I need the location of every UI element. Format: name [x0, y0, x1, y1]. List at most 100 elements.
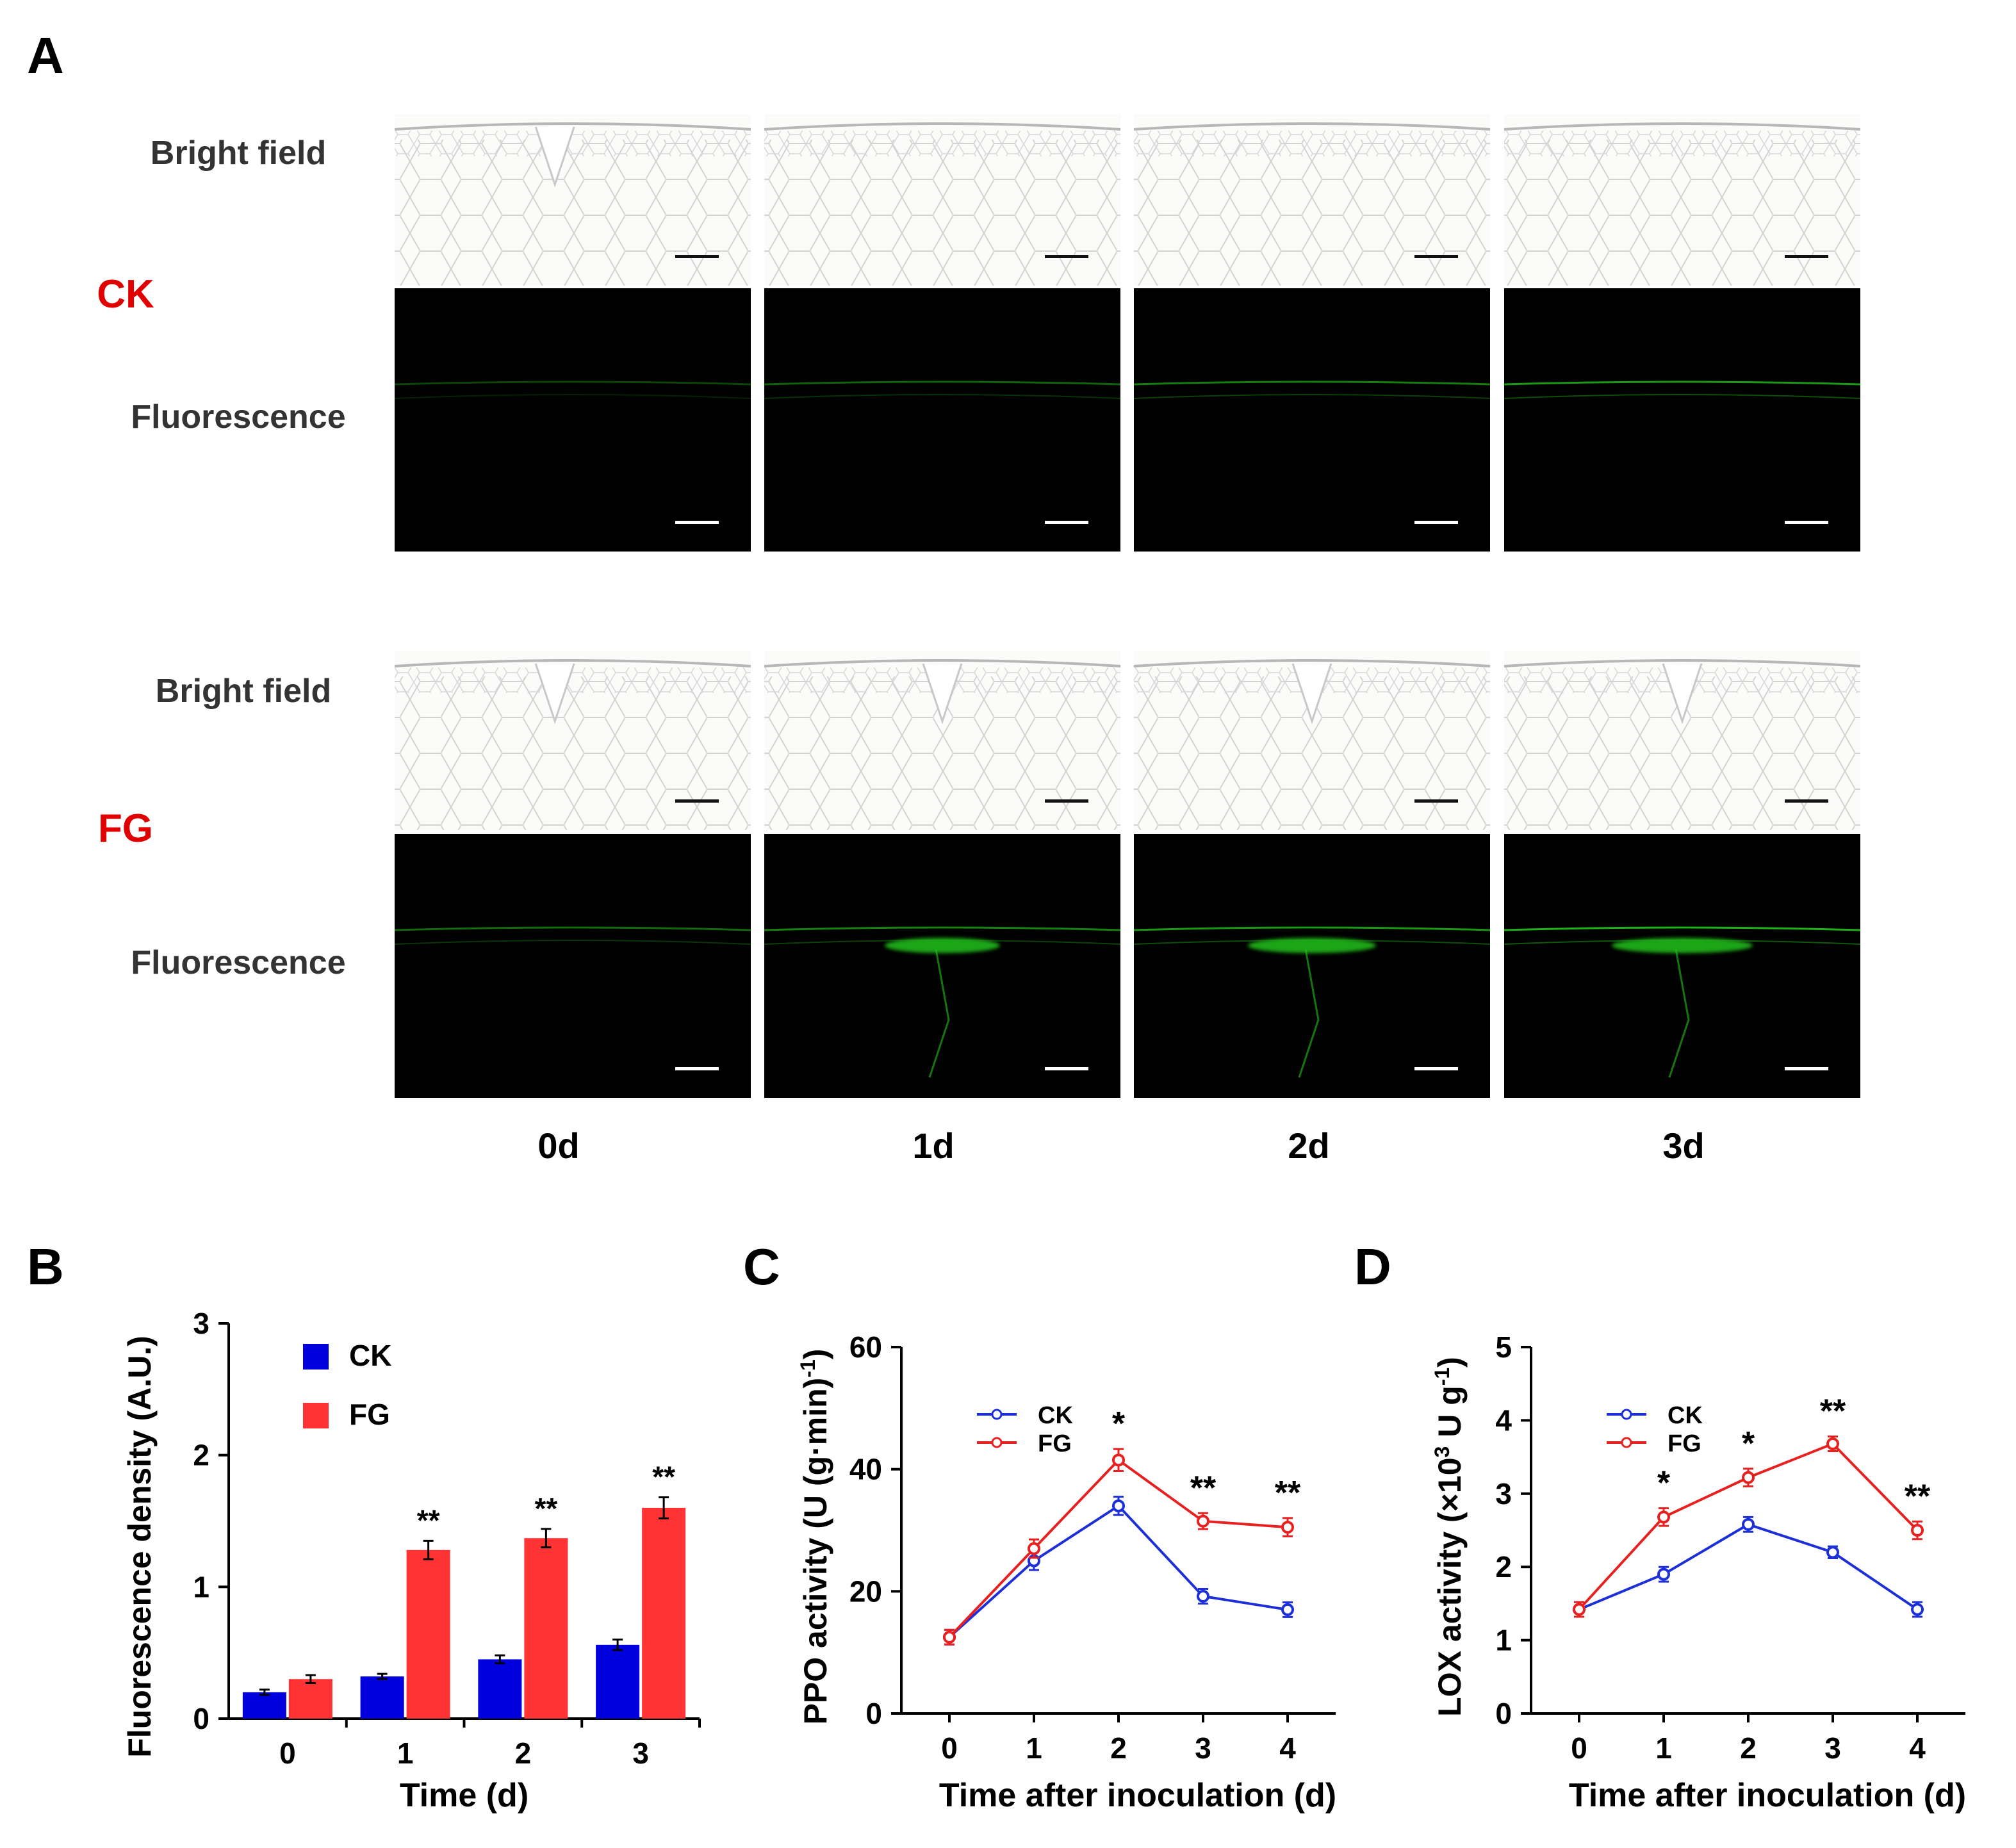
significance-annotation: * — [1112, 1405, 1126, 1443]
bar-fg-1 — [406, 1550, 450, 1719]
y-tick-label: 20 — [849, 1574, 882, 1608]
legend-swatch-fg — [303, 1403, 329, 1428]
micrograph-ck-fluor-3d — [1504, 288, 1861, 552]
x-tick-label: 2 — [1110, 1731, 1127, 1765]
bar-ck-3 — [596, 1644, 640, 1719]
data-point-fg — [943, 1630, 956, 1644]
data-point-fg — [1281, 1521, 1294, 1534]
scale-bar — [1414, 799, 1458, 803]
micrograph-ck-bright-0d — [394, 114, 751, 286]
y-tick-label: 2 — [1495, 1550, 1512, 1583]
surface-line — [1133, 122, 1491, 131]
surface-line — [764, 122, 1121, 131]
micrograph-fg-fluor-2d — [1133, 834, 1491, 1098]
wound-mark — [1291, 663, 1332, 724]
epidermis-texture — [764, 131, 1120, 156]
micrograph-ck-bright-1d — [764, 114, 1121, 286]
data-point-ck — [1826, 1546, 1839, 1559]
scale-bar — [1414, 255, 1458, 258]
x-tick-label: 1 — [1026, 1731, 1042, 1765]
micrograph-fg-fluor-0d — [394, 834, 751, 1098]
fluorescent-subsurface — [394, 394, 751, 399]
data-point-fg — [1911, 1524, 1924, 1537]
lesion-fluorescence — [1612, 938, 1753, 953]
micrograph-fg-bright-3d — [1504, 651, 1861, 830]
significance-annotation: ** — [1275, 1475, 1301, 1512]
fluorescent-subsurface — [1133, 394, 1491, 399]
surface-line — [394, 122, 751, 131]
epidermis-texture — [395, 667, 751, 693]
y-tick-label: 1 — [1495, 1624, 1512, 1657]
data-point-fg — [1742, 1471, 1755, 1484]
significance-annotation: ** — [417, 1503, 440, 1537]
scale-bar — [1785, 1067, 1828, 1070]
y-tick-label: 3 — [193, 1307, 209, 1340]
x-tick-label: 1 — [397, 1737, 414, 1770]
micrograph-ck-fluor-0d — [394, 288, 751, 552]
fluorescence-background — [395, 288, 751, 552]
scale-bar — [675, 1067, 719, 1070]
micrograph-ck-fluor-2d — [1133, 288, 1491, 552]
y-tick-label: 0 — [865, 1697, 882, 1730]
y-tick-label: 0 — [1495, 1697, 1512, 1730]
cell-texture — [395, 676, 751, 830]
significance-annotation: * — [1742, 1425, 1755, 1462]
fluorescence-background — [764, 288, 1120, 552]
micrograph-fg-fluor-1d — [764, 834, 1121, 1098]
micrograph-grid — [394, 114, 1861, 1098]
series-line-ck — [948, 1504, 1288, 1639]
surface-line — [1504, 122, 1861, 131]
panel-letter-b: B — [27, 1238, 64, 1295]
fluorescence-background — [1504, 288, 1860, 552]
fluorescent-subsurface — [394, 940, 751, 945]
significance-annotation: * — [1657, 1465, 1671, 1502]
series-line-fg — [948, 1458, 1288, 1639]
x-tick-label: 3 — [1824, 1731, 1841, 1765]
y-tick-label: 2 — [193, 1439, 209, 1472]
x-tick-label: 4 — [1909, 1731, 1926, 1765]
ck-bright-field-label: Bright field — [151, 135, 326, 172]
bar-ck-2 — [478, 1659, 522, 1719]
scale-bar — [675, 255, 719, 258]
bar-fg-2 — [524, 1538, 568, 1719]
data-point-ck — [1657, 1567, 1670, 1581]
x-tick-label: 0 — [941, 1731, 958, 1765]
fluorescent-surface — [1504, 380, 1861, 386]
infection-track — [1668, 949, 1690, 1078]
legend-marker-fg — [991, 1437, 1003, 1448]
data-point-fg — [1826, 1437, 1839, 1451]
ck-group-label: CK — [97, 272, 154, 316]
fluorescent-surface — [394, 380, 751, 386]
data-point-fg — [1112, 1453, 1125, 1467]
x-tick-label: 3 — [1195, 1731, 1211, 1765]
y-tick-label: 3 — [1495, 1477, 1512, 1510]
panel-letter-a: A — [27, 27, 64, 84]
error-bar — [305, 1674, 316, 1684]
fluorescence-background — [395, 834, 751, 1098]
fluorescent-surface — [394, 926, 751, 931]
scale-bar — [1785, 521, 1828, 524]
cell-texture — [395, 140, 751, 286]
micrograph-fg-bright-2d — [1133, 651, 1491, 830]
legend-marker-fg — [1621, 1437, 1632, 1448]
x-tick-label: 2 — [515, 1737, 532, 1770]
scale-bar — [1785, 799, 1828, 803]
data-point-ck — [1112, 1499, 1125, 1512]
y-tick-label: 40 — [849, 1453, 882, 1486]
scale-bar — [675, 799, 719, 803]
micrograph-fg-fluor-3d — [1504, 834, 1861, 1098]
x-axis-title: Time after inoculation (d) — [1569, 1777, 1966, 1814]
scale-bar — [675, 521, 719, 524]
cell-texture — [1504, 140, 1860, 286]
bar-ck-1 — [360, 1676, 404, 1719]
cell-texture — [1134, 140, 1490, 286]
micrograph-fg-bright-1d — [764, 651, 1121, 830]
timepoint-label-2: 2d — [1288, 1125, 1329, 1166]
error-bar — [659, 1496, 669, 1519]
legend-marker-ck — [991, 1409, 1003, 1420]
significance-annotation: ** — [534, 1492, 557, 1525]
fg-group-label: FG — [98, 806, 153, 851]
